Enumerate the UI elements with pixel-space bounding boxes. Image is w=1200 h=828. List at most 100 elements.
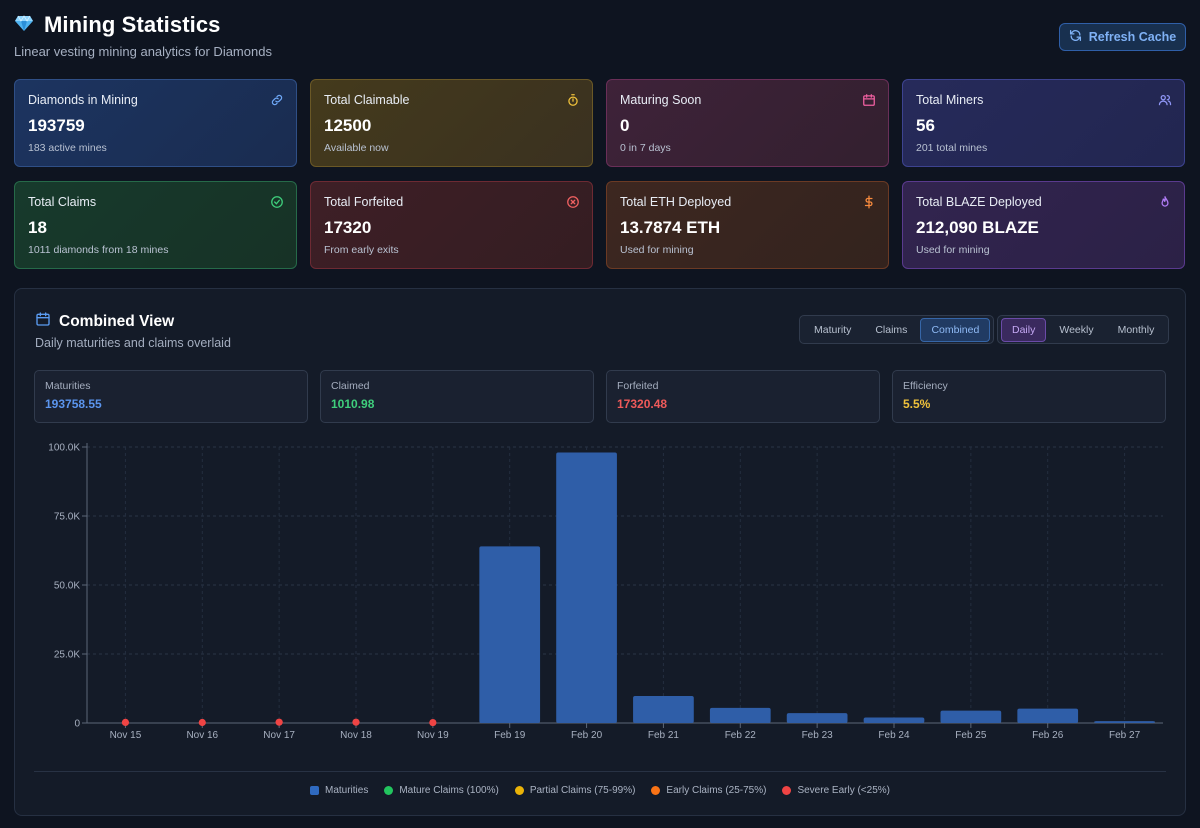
severe-early-claim-point	[198, 718, 206, 727]
stat-card: Total Miners 56 201 total mines	[902, 79, 1185, 167]
x-tick-label: Feb 22	[725, 730, 757, 741]
summary-stat-value: 193758.55	[45, 397, 102, 411]
summary-stat-label: Forfeited	[617, 380, 659, 392]
stat-card-subtext: Available now	[324, 142, 389, 154]
x-tick-label: Nov 19	[417, 730, 449, 741]
stat-card-label: Total BLAZE Deployed	[916, 195, 1042, 209]
stat-card: Diamonds in Mining 193759 183 active min…	[14, 79, 297, 167]
legend-label: Mature Claims (100%)	[399, 785, 499, 796]
legend-label: Early Claims (25-75%)	[666, 785, 767, 796]
legend-label: Partial Claims (75-99%)	[529, 785, 636, 796]
view-tab-combined[interactable]: Combined	[920, 317, 991, 342]
x-tick-label: Feb 20	[571, 730, 603, 741]
stat-card-label: Total ETH Deployed	[620, 195, 732, 209]
legend-item[interactable]: Partial Claims (75-99%)	[514, 785, 636, 796]
maturity-bar	[940, 710, 1002, 723]
legend-label: Maturities	[324, 785, 369, 796]
stat-card-label: Total Claims	[28, 195, 97, 209]
view-mode-toggle: Maturity Claims Combined	[799, 315, 995, 344]
legend-swatch	[782, 786, 792, 795]
severe-early-claim-point	[275, 718, 283, 726]
period-toggle: Daily Weekly Monthly	[997, 315, 1170, 344]
stat-cards: Diamonds in Mining 193759 183 active min…	[14, 79, 1186, 269]
diamond-icon	[14, 13, 34, 38]
stat-card-label: Total Miners	[916, 93, 984, 107]
check-circle-icon	[270, 195, 284, 209]
chart-legend: Maturities Mature Claims (100%) Partial …	[15, 785, 1185, 796]
refresh-icon	[1069, 29, 1082, 45]
summary-stat-label: Maturities	[45, 380, 91, 392]
stat-card-label: Total Forfeited	[324, 195, 404, 209]
summary-stat: Maturities 193758.55	[34, 370, 308, 423]
stat-card-value: 193759	[28, 116, 85, 135]
page-subtitle: Linear vesting mining analytics for Diam…	[14, 44, 272, 59]
combined-view-panel: Combined View Daily maturities and claim…	[14, 288, 1186, 816]
summary-stat: Claimed 1010.98	[320, 370, 594, 423]
x-circle-icon	[566, 195, 580, 209]
severe-early-claim-point	[352, 718, 360, 726]
legend-swatch	[309, 786, 319, 795]
stat-card-label: Maturing Soon	[620, 93, 702, 107]
x-tick-label: Feb 21	[648, 730, 680, 741]
x-tick-label: Feb 19	[494, 730, 526, 741]
x-tick-label: Feb 25	[955, 730, 987, 741]
summary-stat-value: 5.5%	[903, 397, 931, 411]
users-icon	[1158, 93, 1172, 107]
maturity-bar	[1017, 708, 1079, 723]
legend-item[interactable]: Severe Early (<25%)	[782, 785, 890, 796]
stat-card-value: 212,090 BLAZE	[916, 218, 1039, 237]
legend-item[interactable]: Early Claims (25-75%)	[651, 785, 766, 796]
stat-card-subtext: Used for mining	[916, 244, 990, 256]
panel-subtitle: Daily maturities and claims overlaid	[35, 336, 231, 350]
y-tick-label: 75.0K	[54, 512, 80, 523]
maturity-bar	[1094, 721, 1155, 723]
refresh-cache-label: Refresh Cache	[1088, 30, 1177, 44]
view-tab-claims[interactable]: Claims	[875, 323, 908, 336]
legend-swatch	[651, 786, 661, 795]
severe-early-claim-point	[429, 718, 437, 727]
severe-early-claim-point	[121, 718, 130, 726]
legend-swatch	[384, 786, 394, 795]
maturity-bar	[633, 695, 694, 723]
period-tab-weekly[interactable]: Weekly	[1059, 323, 1094, 336]
stat-card-subtext: 0 in 7 days	[620, 142, 671, 154]
legend-item[interactable]: Maturities	[309, 785, 369, 796]
stat-card-value: 56	[916, 116, 935, 135]
x-tick-label: Nov 18	[340, 730, 372, 741]
stat-card-subtext: Used for mining	[620, 244, 694, 256]
combined-chart: 0 25.0K 50.0K 75.0K 100.0K Nov 15 Nov 16 Nov 17…	[48, 443, 1163, 741]
legend-item[interactable]: Mature Claims (100%)	[384, 785, 499, 796]
maturity-bar	[479, 546, 541, 723]
summary-stat-label: Efficiency	[903, 380, 948, 392]
summary-stat-value: 1010.98	[331, 397, 375, 411]
panel-title: Combined View	[59, 312, 175, 330]
x-tick-label: Nov 15	[110, 730, 142, 741]
flame-icon	[1158, 195, 1172, 209]
view-tab-maturity[interactable]: Maturity	[814, 323, 852, 336]
x-tick-label: Nov 17	[263, 730, 295, 741]
x-tick-label: Nov 16	[186, 730, 218, 741]
y-tick-label: 50.0K	[54, 581, 80, 592]
stat-card-label: Total Claimable	[324, 93, 410, 107]
period-tab-daily[interactable]: Daily	[1001, 317, 1047, 342]
x-tick-label: Feb 27	[1109, 730, 1141, 741]
summary-stats: Maturities 193758.55 Claimed 1010.98 Forfe…	[34, 370, 1166, 423]
maturity-bar	[863, 717, 925, 723]
stat-card: Total Claims 18 1011 diamonds from 18 mi…	[14, 181, 297, 269]
x-tick-label: Feb 26	[1032, 730, 1064, 741]
page-title: Mining Statistics	[44, 12, 221, 37]
stat-card-value: 17320	[324, 218, 372, 237]
stat-card: Maturing Soon 0 0 in 7 days	[606, 79, 889, 167]
maturity-bar	[786, 713, 848, 723]
calendar-icon	[35, 311, 51, 332]
y-tick-label: 25.0K	[54, 650, 80, 661]
legend-label: Severe Early (<25%)	[797, 785, 890, 796]
period-tab-monthly[interactable]: Monthly	[1117, 323, 1155, 336]
summary-stat-value: 17320.48	[617, 397, 668, 411]
stat-card-label: Diamonds in Mining	[28, 93, 138, 107]
summary-stat-label: Claimed	[331, 380, 370, 392]
calendar-icon	[862, 93, 876, 107]
link-icon	[270, 93, 284, 107]
refresh-cache-button[interactable]: Refresh Cache	[1059, 23, 1186, 51]
stat-card-subtext: 201 total mines	[916, 142, 988, 154]
